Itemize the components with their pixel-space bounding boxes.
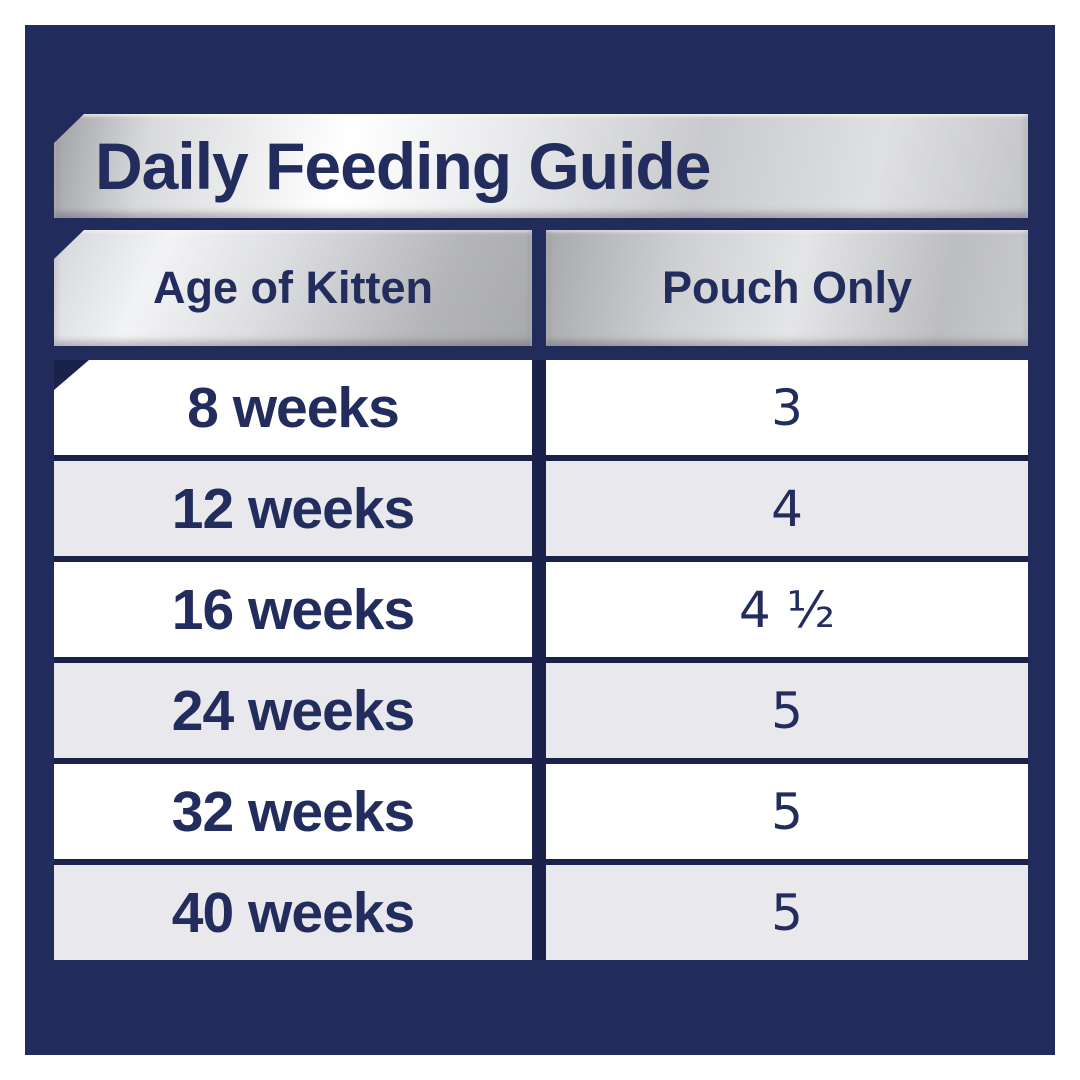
feeding-guide-panel: Daily Feeding Guide Age of Kitten Pouch … [25,25,1055,1055]
table-row: 12 weeks 4 [54,461,1028,556]
table-body: 8 weeks 3 12 weeks 4 16 weeks 4 ½ 24 wee… [54,360,1028,960]
age-cell: 40 weeks [54,865,532,960]
pouch-count-cell: 5 [546,865,1028,960]
table-row: 32 weeks 5 [54,764,1028,859]
title-banner: Daily Feeding Guide [54,114,1028,218]
table-row: 24 weeks 5 [54,663,1028,758]
pouch-count-cell: 3 [546,360,1028,455]
age-cell: 32 weeks [54,764,532,859]
pouch-count-cell: 4 [546,461,1028,556]
table-row: 16 weeks 4 ½ [54,562,1028,657]
pouch-count-cell: 4 ½ [546,562,1028,657]
pouch-count-cell: 5 [546,663,1028,758]
age-cell: 8 weeks [54,360,532,455]
column-header-age-of-kitten: Age of Kitten [54,230,532,346]
age-cell: 16 weeks [54,562,532,657]
table-header: Age of Kitten Pouch Only [54,230,1028,346]
age-cell: 24 weeks [54,663,532,758]
table-row: 8 weeks 3 [54,360,1028,455]
age-cell: 12 weeks [54,461,532,556]
column-header-pouch-only: Pouch Only [546,230,1028,346]
table-row: 40 weeks 5 [54,865,1028,960]
page-title: Daily Feeding Guide [95,129,711,203]
pouch-count-cell: 5 [546,764,1028,859]
